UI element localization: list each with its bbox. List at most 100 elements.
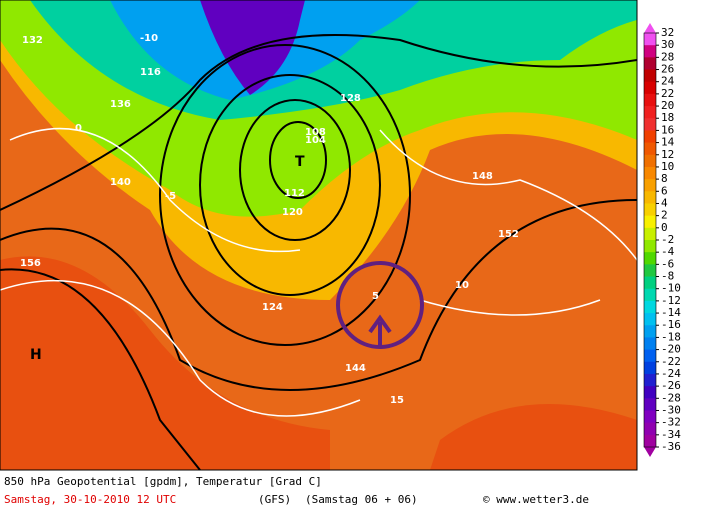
- colorbar-label: -22: [661, 355, 681, 368]
- colorbar-arrow-top: [644, 23, 656, 33]
- colorbar-band: [644, 422, 656, 436]
- map-label: T: [295, 154, 305, 170]
- colorbar-label: -14: [661, 306, 681, 319]
- warm-area: [0, 256, 330, 470]
- isohypses: [0, 34, 638, 471]
- colorbar-band: [644, 57, 656, 71]
- map-label: 136: [110, 99, 131, 110]
- map-label: 15: [390, 395, 404, 406]
- colorbar-band: [644, 240, 656, 253]
- colorbar-band: [644, 398, 656, 411]
- map-label: 120: [282, 207, 303, 218]
- colorbar-band: [644, 337, 656, 351]
- warm-area: [430, 404, 637, 470]
- colorbar-band: [644, 142, 656, 156]
- colorbar-band: [644, 434, 656, 448]
- colorbar-arrow-bottom: [644, 447, 656, 457]
- colorbar-band: [644, 227, 656, 241]
- colorbar-label: -2: [661, 233, 674, 246]
- colorbar-label: 10: [661, 160, 674, 173]
- map-label: 10: [455, 280, 469, 291]
- map-label: 140: [110, 177, 131, 188]
- colorbar-band: [644, 386, 656, 399]
- colorbar-band: [644, 33, 656, 46]
- highlight-circle: [336, 261, 424, 349]
- map-label: 156: [20, 258, 41, 269]
- map-label: 104: [305, 135, 326, 146]
- colorbar-band: [644, 264, 656, 278]
- footer-source: © www.wetter3.de: [483, 493, 589, 506]
- colorbar-label: -4: [661, 245, 675, 258]
- footer-model: (GFS): [258, 493, 291, 506]
- footer-title: 850 hPa Geopotential [gpdm], Temperatur …: [4, 475, 322, 488]
- colorbar-band: [644, 191, 656, 204]
- colorbar-label: -30: [661, 403, 681, 416]
- colorbar-label: -36: [661, 440, 681, 453]
- isotherms: [0, 127, 638, 417]
- colorbar-label: -32: [661, 416, 681, 429]
- colorbar-label: -8: [661, 270, 674, 283]
- map-label: 144: [345, 363, 366, 374]
- colorbar-label: 4: [661, 196, 668, 209]
- colorbar-label: 18: [661, 111, 674, 124]
- colorbar-label: -16: [661, 318, 681, 331]
- map-frame: [0, 0, 638, 471]
- highlight-arrow: [368, 314, 392, 345]
- colorbar-band: [644, 203, 656, 217]
- footer-run: (Samstag 06 + 06): [305, 493, 418, 506]
- colorbar-label: 26: [661, 63, 674, 76]
- colorbar-band: [644, 106, 656, 119]
- colorbar-label: 12: [661, 148, 674, 161]
- map-label: -5: [165, 191, 176, 202]
- colorbar-band: [644, 410, 656, 424]
- map-label: 128: [340, 93, 361, 104]
- map-label: -10: [140, 33, 158, 44]
- map: 144 140 136 132 128 124 120 116 112 108 …: [0, 0, 638, 471]
- colorbar-band: [644, 154, 656, 168]
- colorbar-label: 24: [661, 75, 675, 88]
- colorbar-label: 0: [661, 221, 668, 234]
- colorbar-label: 32: [661, 26, 674, 39]
- colorbar-band: [644, 130, 656, 144]
- colorbar-band: [644, 179, 656, 192]
- map-label: 108: [305, 127, 326, 138]
- colorbar-band: [644, 361, 656, 375]
- colorbar-band: [644, 313, 656, 326]
- map-label: 152: [498, 229, 519, 240]
- colorbar-label: -28: [661, 391, 681, 404]
- footer-date: Samstag, 30-10-2010 12 UTC: [4, 493, 176, 506]
- colorbar-band: [644, 69, 656, 83]
- map-label: 116: [140, 67, 161, 78]
- colorbar-label: -6: [661, 257, 674, 270]
- colorbar-band: [644, 252, 656, 265]
- colorbar-label: 20: [661, 99, 674, 112]
- colorbar-band: [644, 166, 656, 180]
- colorbar-band: [644, 276, 656, 290]
- colorbar-label: 22: [661, 87, 674, 100]
- colorbar-band: [644, 93, 656, 107]
- colorbar-band: [644, 349, 656, 363]
- colorbar-band: [644, 45, 656, 58]
- colorbar-label: 2: [661, 209, 668, 222]
- colorbar-label: -18: [661, 330, 681, 343]
- colorbar-band: [644, 373, 656, 387]
- colorbar-band: [644, 288, 656, 302]
- colorbar-label: 28: [661, 50, 674, 63]
- colorbar-label: 6: [661, 184, 668, 197]
- map-label: H: [30, 347, 42, 363]
- colorbar: 32302826242220181614121086420-2-4-6-8-10…: [643, 23, 681, 457]
- colorbar-label: -24: [661, 367, 681, 380]
- map-label: 0: [75, 123, 82, 134]
- colorbar-label: 8: [661, 172, 668, 185]
- colorbar-label: 14: [661, 136, 675, 149]
- colorbar-label: -34: [661, 428, 681, 441]
- colorbar-band: [644, 325, 656, 338]
- colorbar-band: [644, 300, 656, 314]
- colorbar-band: [644, 215, 656, 229]
- map-label: 148: [472, 171, 493, 182]
- colorbar-label: 30: [661, 38, 674, 51]
- colorbar-label: 16: [661, 123, 674, 136]
- colorbar-label: -26: [661, 379, 681, 392]
- colorbar-band: [644, 118, 656, 131]
- colorbar-label: -20: [661, 343, 681, 356]
